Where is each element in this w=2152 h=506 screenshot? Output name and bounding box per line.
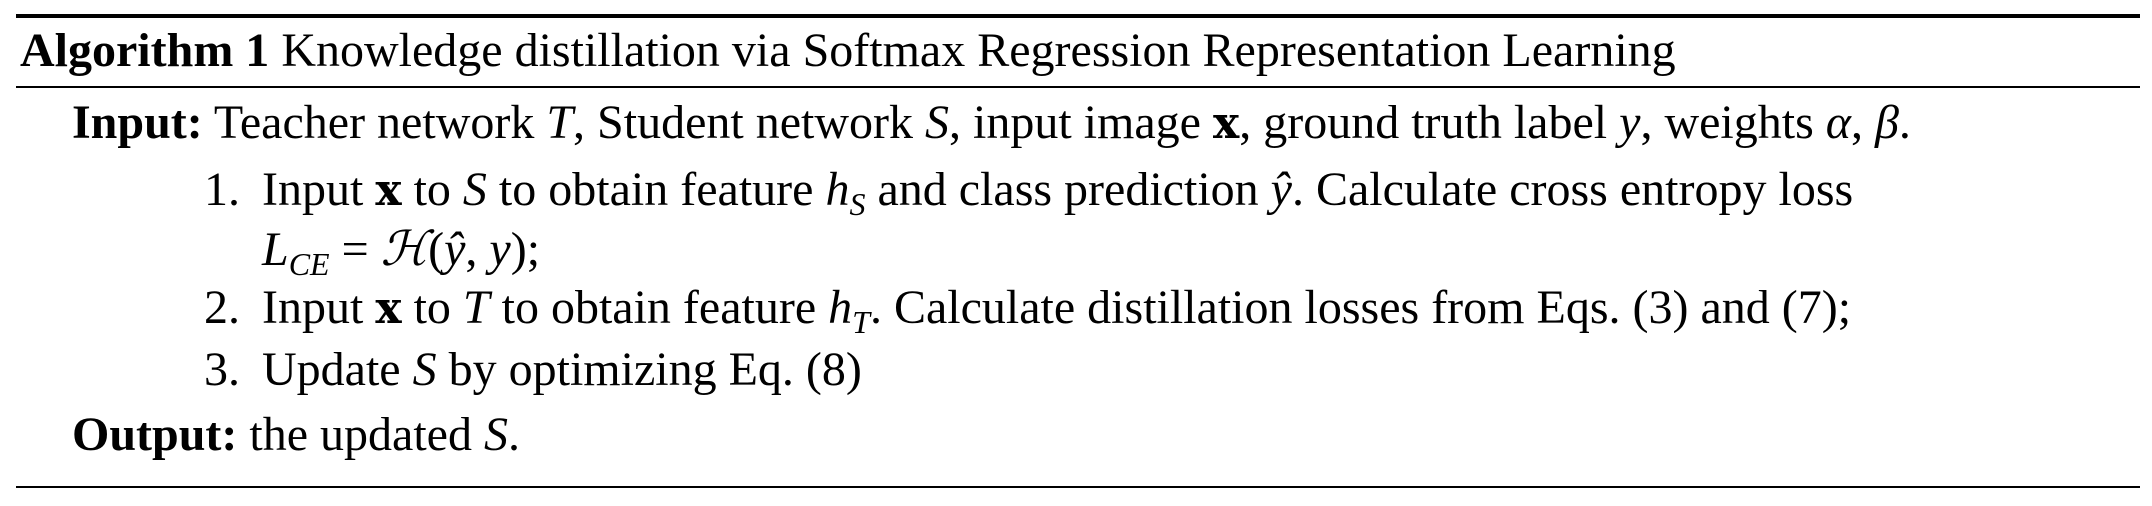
step-1-continuation: LCE = ℋ(ŷ, y); (262, 220, 540, 280)
math-y-hat: ŷ (1270, 163, 1292, 216)
math-S: S (462, 163, 487, 216)
step-text: . Calculate distillation losses from Eqs… (869, 281, 1852, 334)
step-number: 1. (204, 163, 240, 216)
math-subscript: T (852, 304, 870, 340)
output-text: . (507, 408, 520, 461)
math-paren: ); (510, 223, 541, 276)
math-S: S (483, 408, 508, 461)
input-text: , weights (1640, 96, 1826, 149)
input-text: , Student network (573, 96, 926, 149)
math-beta: β (1874, 96, 1899, 149)
math-subscript: CE (288, 246, 330, 282)
input-keyword: Input: (72, 96, 203, 149)
algorithm-caption: Algorithm 1 Knowledge distillation via S… (20, 20, 1676, 82)
math-T: T (462, 281, 490, 334)
step-text: Input (262, 281, 376, 334)
math-y: y (1619, 96, 1641, 149)
math-h: h (825, 163, 850, 216)
input-text: , (1850, 96, 1875, 149)
math-S: S (412, 343, 437, 396)
math-y: y (489, 223, 511, 276)
step-text: Input (262, 163, 376, 216)
step-3-text: Update S by optimizing Eq. (8) (262, 340, 862, 400)
math-equals: = (329, 223, 381, 276)
step-2-text: Input x to T to obtain feature hT. Calcu… (262, 278, 1851, 339)
math-x: x (1212, 98, 1240, 149)
step-text: by optimizing Eq. (8) (436, 343, 862, 396)
math-paren: ( (428, 223, 445, 276)
math-L: L (262, 223, 289, 276)
math-x: x (375, 283, 402, 334)
step-1-text: Input x to S to obtain feature hS and cl… (262, 160, 1853, 221)
step-text: Update (262, 343, 413, 396)
step-text: and class prediction (865, 163, 1271, 216)
math-T: T (546, 96, 574, 149)
math-subscript: S (849, 186, 866, 222)
output-keyword: Output: (72, 408, 238, 461)
input-text: . (1898, 96, 1911, 149)
math-y-hat: ŷ (444, 223, 466, 276)
top-rule (16, 14, 2140, 18)
math-x: x (375, 165, 402, 216)
algorithm-number: Algorithm 1 (20, 24, 270, 77)
output-line: Output: the updated S. (72, 404, 520, 466)
input-text: , input image (949, 96, 1213, 149)
step-text: to (401, 281, 463, 334)
header-rule (16, 86, 2140, 88)
bottom-rule (16, 486, 2140, 488)
input-line: Input: Teacher network T, Student networ… (72, 92, 1911, 155)
step-number: 2. (204, 281, 240, 334)
step-text: to obtain feature (486, 163, 826, 216)
math-alpha: α (1825, 96, 1851, 149)
math-comma: , (465, 223, 490, 276)
output-text: the updated (237, 408, 484, 461)
step-text: . Calculate cross entropy loss (1291, 163, 1854, 216)
step-number: 3. (204, 343, 240, 396)
algorithm-title: Knowledge distillation via Softmax Regre… (281, 24, 1676, 77)
step-text: to (401, 163, 463, 216)
math-H: ℋ (380, 223, 429, 276)
input-text: Teacher network (213, 96, 547, 149)
step-text: to obtain feature (489, 281, 829, 334)
input-text: , ground truth label (1239, 96, 1620, 149)
math-S: S (925, 96, 950, 149)
math-h: h (828, 281, 853, 334)
